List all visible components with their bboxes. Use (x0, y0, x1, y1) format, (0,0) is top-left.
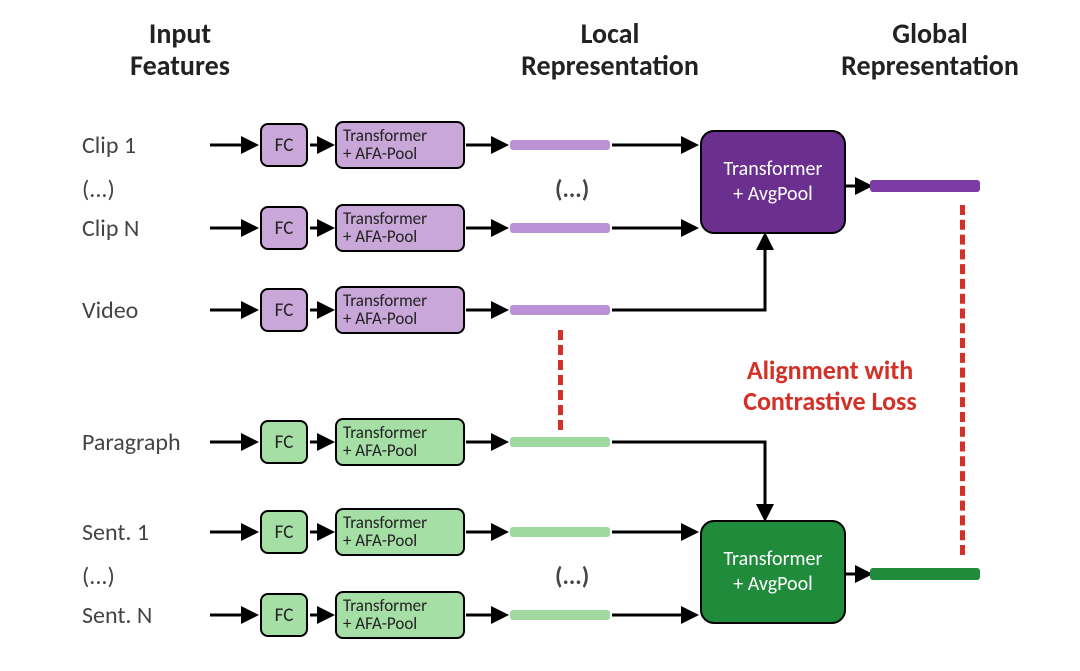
transformer-box-clip1: Transformer+ AFA-Pool (335, 121, 465, 169)
global-box-visual-l2: + AvgPool (733, 182, 812, 207)
fc-box-sent1: FC (260, 510, 308, 554)
transformer-box-paragraph: Transformer+ AFA-Pool (335, 418, 465, 466)
fc-box-clipN: FC (260, 206, 308, 250)
dashed-global-alignment (960, 205, 965, 555)
dashed-local-alignment (558, 330, 563, 430)
global-box-text-l1: Transformer (724, 547, 823, 572)
transformer-box-sent1: Transformer+ AFA-Pool (335, 508, 465, 556)
header-input-l2: Features (130, 48, 230, 83)
diagram-canvas: Input Features Local Representation Glob… (0, 0, 1080, 671)
transformer-box-clipN: Transformer+ AFA-Pool (335, 204, 465, 252)
ellipsis-local_bottom: (...) (555, 562, 589, 591)
fc-box-sentN: FC (260, 593, 308, 637)
local-bar-paragraph (510, 437, 610, 447)
fc-box-video: FC (260, 288, 308, 332)
global-bar-text (870, 568, 980, 580)
row-label-sent1: Sent. 1 (82, 518, 149, 547)
header-local-l2: Representation (521, 48, 699, 83)
local-bar-video (510, 305, 610, 315)
local-bar-sent1 (510, 527, 610, 537)
transformer-box-sentN: Transformer+ AFA-Pool (335, 591, 465, 639)
header-global-l2: Representation (841, 48, 1019, 83)
annotation-l2: Contrastive Loss (743, 385, 917, 417)
row-label-video: Video (82, 296, 138, 325)
global-box-text: Transformer + AvgPool (700, 520, 846, 624)
row-label-clipN: Clip N (82, 214, 139, 243)
header-global: Global Representation (810, 18, 1050, 82)
header-local: Local Representation (490, 18, 730, 82)
global-box-visual: Transformer + AvgPool (700, 130, 846, 234)
transformer-box-video: Transformer+ AFA-Pool (335, 286, 465, 334)
local-bar-clip1 (510, 140, 610, 150)
fc-box-paragraph: FC (260, 420, 308, 464)
alignment-annotation: Alignment with Contrastive Loss (700, 355, 960, 417)
ellipsis-local_top: (...) (555, 175, 589, 204)
ellipsis-inputs_bottom: (...) (82, 562, 115, 591)
global-box-visual-l1: Transformer (724, 157, 823, 182)
header-local-l1: Local (581, 16, 640, 51)
local-bar-sentN (510, 610, 610, 620)
ellipsis-inputs_top: (...) (82, 175, 115, 204)
header-input: Input Features (95, 18, 265, 82)
row-label-paragraph: Paragraph (82, 428, 181, 457)
annotation-l1: Alignment with (747, 354, 913, 386)
global-box-text-l2: + AvgPool (733, 572, 812, 597)
row-label-sentN: Sent. N (82, 601, 152, 630)
header-global-l1: Global (892, 16, 968, 51)
row-label-clip1: Clip 1 (82, 131, 136, 160)
local-bar-clipN (510, 223, 610, 233)
header-input-l1: Input (149, 16, 211, 51)
fc-box-clip1: FC (260, 123, 308, 167)
global-bar-visual (870, 180, 980, 192)
